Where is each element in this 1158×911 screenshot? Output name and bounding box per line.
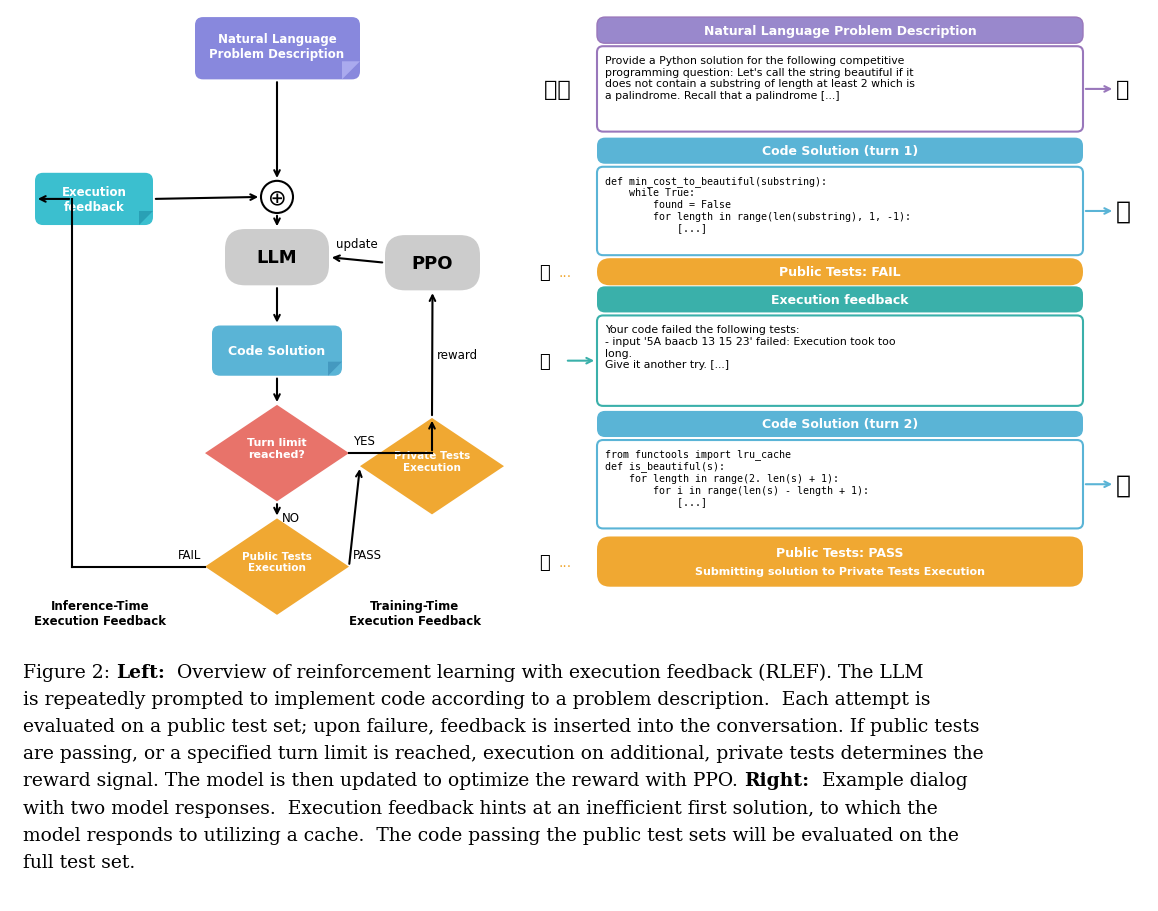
Text: Public Tests
Execution: Public Tests Execution	[242, 551, 312, 573]
Text: Overview of reinforcement learning with execution feedback (RLEF). The LLM: Overview of reinforcement learning with …	[166, 663, 924, 681]
Text: Code Solution (turn 1): Code Solution (turn 1)	[762, 145, 918, 158]
Text: 🖥: 🖥	[540, 353, 550, 370]
Text: Provide a Python solution for the following competitive
programming question: Le: Provide a Python solution for the follow…	[604, 56, 915, 101]
Text: YES: YES	[353, 435, 375, 447]
Polygon shape	[205, 405, 349, 502]
FancyBboxPatch shape	[384, 236, 481, 291]
FancyBboxPatch shape	[225, 230, 329, 286]
Text: reward signal. The model is then updated to optimize the reward with PPO.: reward signal. The model is then updated…	[23, 772, 745, 790]
Text: Code Solution: Code Solution	[228, 344, 325, 358]
Polygon shape	[139, 211, 153, 226]
Circle shape	[261, 181, 293, 214]
Polygon shape	[328, 363, 342, 376]
Text: 🖥: 🖥	[540, 263, 550, 281]
Text: Your code failed the following tests:
- input '5A baacb 13 15 23' failed: Execut: Your code failed the following tests: - …	[604, 325, 895, 370]
FancyBboxPatch shape	[212, 326, 342, 376]
Text: full test set.: full test set.	[23, 853, 135, 871]
Polygon shape	[205, 519, 349, 615]
Text: 🤖: 🤖	[1115, 200, 1130, 224]
Text: LLM: LLM	[257, 249, 298, 267]
FancyBboxPatch shape	[598, 168, 1083, 256]
Text: 🧑‍💻: 🧑‍💻	[543, 80, 571, 100]
FancyBboxPatch shape	[598, 18, 1083, 44]
Polygon shape	[360, 418, 504, 515]
FancyBboxPatch shape	[598, 47, 1083, 132]
Text: Execution
feedback: Execution feedback	[61, 186, 126, 214]
FancyBboxPatch shape	[35, 174, 153, 226]
Text: with two model responses.  Execution feedback hints at an inefficient first solu: with two model responses. Execution feed…	[23, 799, 938, 816]
Text: 🤖: 🤖	[1115, 473, 1130, 496]
Text: Left:: Left:	[116, 663, 166, 681]
Text: PASS: PASS	[353, 548, 382, 561]
Text: ...: ...	[558, 265, 572, 280]
Text: NO: NO	[283, 512, 300, 525]
Text: FAIL: FAIL	[177, 548, 201, 561]
Text: Inference-Time
Execution Feedback: Inference-Time Execution Feedback	[34, 599, 166, 627]
Text: ...: ...	[558, 555, 572, 569]
Text: Submitting solution to Private Tests Execution: Submitting solution to Private Tests Exe…	[695, 566, 985, 576]
Text: Turn limit
reached?: Turn limit reached?	[247, 438, 307, 459]
Text: Natural Language Problem Description: Natural Language Problem Description	[704, 25, 976, 37]
Text: Private Tests
Execution: Private Tests Execution	[394, 451, 470, 473]
Text: def min_cost_to_beautiful(substring):
    while True:
        found = False
    : def min_cost_to_beautiful(substring): wh…	[604, 176, 911, 233]
FancyBboxPatch shape	[598, 537, 1083, 587]
FancyBboxPatch shape	[598, 259, 1083, 286]
Text: Training-Time
Execution Feedback: Training-Time Execution Feedback	[349, 599, 481, 627]
Text: model responds to utilizing a cache.  The code passing the public test sets will: model responds to utilizing a cache. The…	[23, 825, 959, 844]
Text: Right:: Right:	[745, 772, 809, 790]
Text: Public Tests: PASS: Public Tests: PASS	[776, 547, 903, 559]
Text: Natural Language
Problem Description: Natural Language Problem Description	[210, 33, 345, 61]
FancyBboxPatch shape	[598, 287, 1083, 313]
FancyBboxPatch shape	[195, 18, 360, 80]
Text: evaluated on a public test set; upon failure, feedback is inserted into the conv: evaluated on a public test set; upon fai…	[23, 718, 980, 735]
Text: Figure 2:: Figure 2:	[23, 663, 116, 681]
Text: 🧑: 🧑	[1116, 80, 1130, 100]
Text: PPO: PPO	[412, 254, 453, 272]
Text: Execution feedback: Execution feedback	[771, 293, 909, 306]
Text: Public Tests: FAIL: Public Tests: FAIL	[779, 266, 901, 279]
Text: Code Solution (turn 2): Code Solution (turn 2)	[762, 418, 918, 431]
FancyBboxPatch shape	[598, 138, 1083, 165]
Polygon shape	[342, 62, 360, 80]
Text: update: update	[336, 238, 378, 251]
Text: is repeatedly prompted to implement code according to a problem description.  Ea: is repeatedly prompted to implement code…	[23, 691, 931, 709]
Text: 🖥: 🖥	[540, 553, 550, 571]
Text: Example dialog: Example dialog	[809, 772, 967, 790]
Text: ⊕: ⊕	[267, 188, 286, 208]
FancyBboxPatch shape	[598, 316, 1083, 406]
FancyBboxPatch shape	[598, 412, 1083, 437]
FancyBboxPatch shape	[598, 441, 1083, 529]
Text: reward: reward	[437, 348, 478, 362]
Text: are passing, or a specified turn limit is reached, execution on additional, priv: are passing, or a specified turn limit i…	[23, 744, 984, 763]
Text: from functools import lru_cache
def is_beautiful(s):
    for length in range(2. : from functools import lru_cache def is_b…	[604, 448, 868, 507]
